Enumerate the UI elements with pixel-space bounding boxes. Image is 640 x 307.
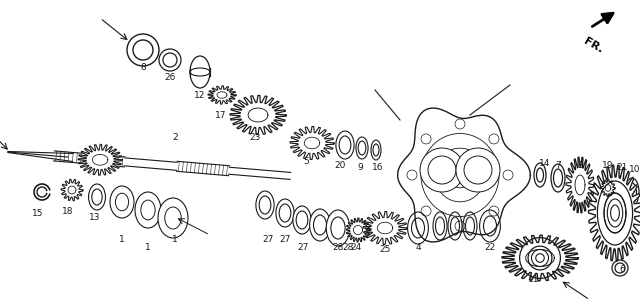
Ellipse shape bbox=[625, 178, 639, 206]
Ellipse shape bbox=[463, 212, 477, 240]
Polygon shape bbox=[230, 95, 286, 134]
Ellipse shape bbox=[607, 199, 623, 227]
Text: 27: 27 bbox=[279, 235, 291, 244]
Text: 27: 27 bbox=[262, 235, 274, 244]
Ellipse shape bbox=[135, 192, 161, 228]
Polygon shape bbox=[566, 157, 594, 213]
Ellipse shape bbox=[88, 184, 106, 210]
Ellipse shape bbox=[310, 209, 330, 241]
Text: 25: 25 bbox=[380, 246, 390, 255]
Text: 20: 20 bbox=[334, 161, 346, 169]
Text: 1: 1 bbox=[145, 243, 151, 252]
Ellipse shape bbox=[520, 238, 561, 278]
Ellipse shape bbox=[597, 181, 632, 245]
Ellipse shape bbox=[479, 210, 500, 242]
Ellipse shape bbox=[127, 34, 159, 66]
Ellipse shape bbox=[356, 137, 368, 159]
Polygon shape bbox=[589, 165, 640, 261]
Polygon shape bbox=[78, 144, 122, 175]
Text: 21: 21 bbox=[616, 164, 628, 173]
Text: 13: 13 bbox=[89, 213, 100, 223]
Polygon shape bbox=[290, 126, 334, 160]
Ellipse shape bbox=[408, 212, 428, 244]
Ellipse shape bbox=[420, 148, 464, 192]
Text: 22: 22 bbox=[484, 243, 495, 252]
Text: 8: 8 bbox=[140, 64, 146, 72]
Text: FR.: FR. bbox=[582, 36, 605, 55]
Ellipse shape bbox=[456, 148, 500, 192]
Polygon shape bbox=[397, 108, 531, 242]
Text: 10: 10 bbox=[629, 165, 640, 174]
Text: 26: 26 bbox=[164, 73, 176, 83]
Ellipse shape bbox=[433, 212, 447, 240]
Ellipse shape bbox=[531, 250, 548, 266]
Text: 23: 23 bbox=[250, 134, 260, 142]
Polygon shape bbox=[61, 179, 83, 201]
Ellipse shape bbox=[616, 180, 625, 200]
Ellipse shape bbox=[115, 195, 129, 208]
Text: 1: 1 bbox=[119, 235, 125, 244]
Ellipse shape bbox=[336, 131, 354, 159]
Polygon shape bbox=[346, 218, 370, 242]
Text: 6: 6 bbox=[619, 266, 625, 274]
Polygon shape bbox=[208, 86, 236, 104]
Ellipse shape bbox=[293, 206, 311, 234]
Ellipse shape bbox=[190, 56, 210, 88]
Ellipse shape bbox=[326, 210, 349, 246]
Text: 16: 16 bbox=[372, 164, 384, 173]
Text: 19: 19 bbox=[602, 161, 614, 169]
Ellipse shape bbox=[551, 164, 565, 192]
Text: 11: 11 bbox=[528, 275, 540, 285]
Text: 12: 12 bbox=[195, 91, 205, 99]
Ellipse shape bbox=[158, 198, 188, 238]
Text: 17: 17 bbox=[215, 111, 227, 121]
Ellipse shape bbox=[159, 49, 181, 71]
Ellipse shape bbox=[164, 210, 181, 226]
Polygon shape bbox=[601, 180, 615, 196]
Text: 4: 4 bbox=[415, 243, 421, 251]
Polygon shape bbox=[502, 235, 578, 281]
Text: 28: 28 bbox=[342, 243, 354, 252]
Ellipse shape bbox=[612, 260, 628, 276]
Text: 15: 15 bbox=[32, 209, 44, 219]
Ellipse shape bbox=[276, 199, 294, 227]
Ellipse shape bbox=[256, 191, 274, 219]
Text: 27: 27 bbox=[298, 243, 308, 252]
Text: 3: 3 bbox=[577, 161, 583, 169]
Text: 2: 2 bbox=[172, 134, 178, 142]
Text: 5: 5 bbox=[303, 157, 309, 166]
Text: 18: 18 bbox=[62, 208, 74, 216]
Ellipse shape bbox=[141, 203, 155, 217]
Text: 24: 24 bbox=[350, 243, 362, 252]
Text: 28: 28 bbox=[332, 243, 344, 252]
Ellipse shape bbox=[371, 140, 381, 160]
Polygon shape bbox=[363, 212, 407, 244]
Ellipse shape bbox=[534, 163, 546, 187]
Ellipse shape bbox=[110, 186, 134, 218]
Text: 1: 1 bbox=[172, 235, 178, 244]
Ellipse shape bbox=[448, 212, 462, 240]
Text: 9: 9 bbox=[357, 164, 363, 173]
Text: 7: 7 bbox=[555, 161, 561, 169]
Text: 14: 14 bbox=[540, 158, 550, 168]
